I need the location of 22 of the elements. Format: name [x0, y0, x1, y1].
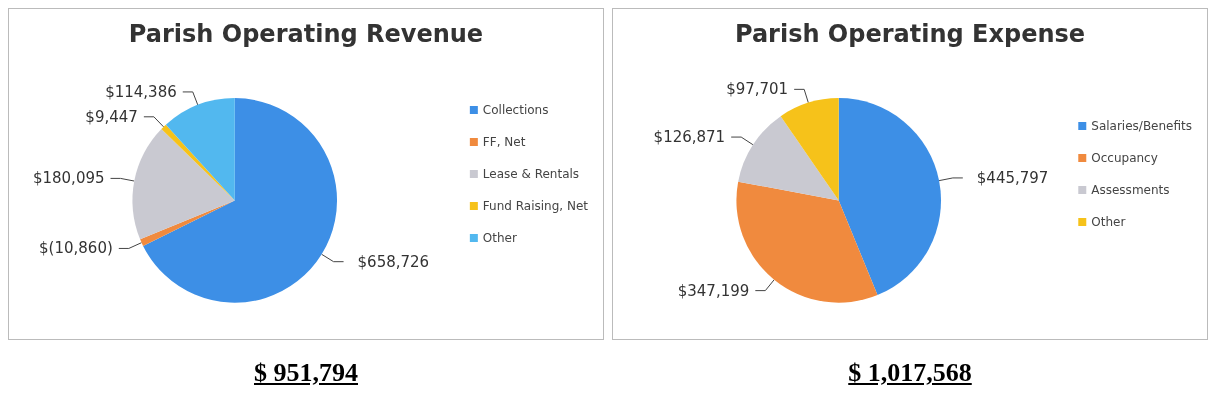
data-label: $9,447 [85, 107, 138, 126]
data-label: $97,701 [726, 80, 789, 99]
text: $ 1,017,568 [847, 358, 973, 388]
legend-label: Other [1091, 215, 1126, 229]
text: $ 951,794 [253, 358, 359, 388]
legend-label: Lease & Rentals [482, 167, 580, 181]
legend-label: Occupancy [1091, 151, 1158, 165]
data-label: $658,726 [357, 252, 430, 271]
data-label: $126,871 [653, 128, 726, 147]
chart-title: Parish Operating Expense [734, 20, 1086, 48]
legend-label: Other [482, 231, 517, 245]
legend-label: FF, Net [482, 135, 526, 149]
legend-label: Assessments [1091, 183, 1170, 197]
data-label: $347,199 [677, 281, 750, 300]
data-label: $445,797 [976, 168, 1049, 187]
data-label: $(10,860) [39, 239, 113, 258]
legend-label: Collections [482, 103, 549, 117]
data-label: $180,095 [32, 169, 105, 188]
legend-label: Fund Raising, Net [482, 199, 589, 213]
chart-title: Parish Operating Revenue [128, 20, 484, 48]
legend-label: Salaries/Benefits [1091, 119, 1193, 133]
data-label: $114,386 [105, 82, 177, 101]
